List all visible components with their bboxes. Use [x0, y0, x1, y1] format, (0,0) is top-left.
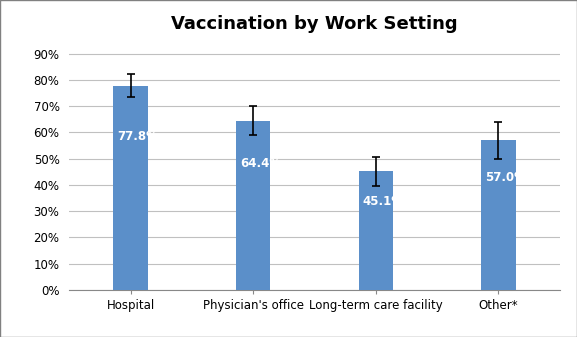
Text: 45.1%: 45.1%: [363, 194, 404, 208]
Text: 64.4%: 64.4%: [240, 156, 281, 170]
Text: 57.0%: 57.0%: [485, 171, 526, 184]
Bar: [358, 172, 393, 290]
Bar: [113, 86, 148, 290]
Title: Vaccination by Work Setting: Vaccination by Work Setting: [171, 15, 458, 33]
Text: 77.8%: 77.8%: [118, 130, 158, 143]
Bar: [236, 121, 270, 290]
Bar: [481, 140, 515, 290]
